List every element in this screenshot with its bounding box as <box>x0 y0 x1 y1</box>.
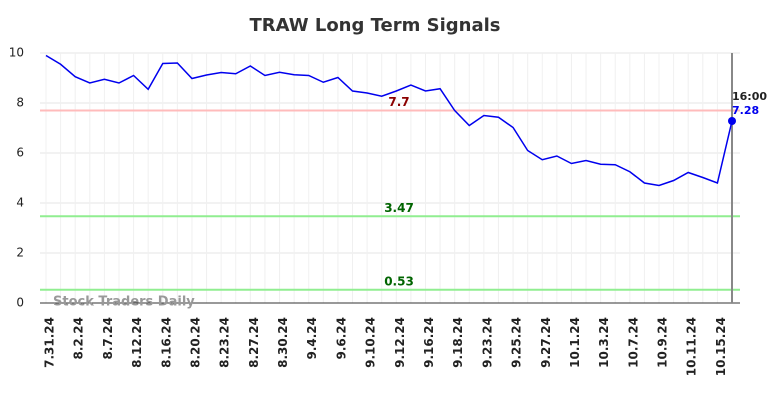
x-tick-label: 9.23.24 <box>480 317 494 368</box>
x-tick-label: 9.27.24 <box>539 317 553 368</box>
x-tick-label: 10.9.24 <box>656 317 670 368</box>
x-tick-label: 10.11.24 <box>685 317 699 376</box>
x-tick-label: 10.3.24 <box>597 317 611 368</box>
chart-title: TRAW Long Term Signals <box>249 15 500 36</box>
x-tick-label: 8.2.24 <box>72 317 86 360</box>
x-tick-label: 8.30.24 <box>276 317 290 368</box>
x-tick-label: 9.10.24 <box>364 317 378 368</box>
x-tick-label: 9.25.24 <box>510 317 524 368</box>
y-tick-label: 8 <box>16 96 24 110</box>
last-value: 7.28 <box>732 104 759 117</box>
signal-label: 7.7 <box>388 95 409 109</box>
x-tick-label: 8.16.24 <box>159 317 173 368</box>
watermark: Stock Traders Daily <box>53 295 195 310</box>
y-tick-label: 4 <box>16 196 24 210</box>
x-tick-label: 9.6.24 <box>334 317 348 360</box>
x-tick-label: 7.31.24 <box>43 317 57 368</box>
y-tick-label: 0 <box>16 296 24 310</box>
x-tick-label: 8.23.24 <box>218 317 232 368</box>
x-tick-label: 10.7.24 <box>626 317 640 368</box>
y-tick-label: 10 <box>9 46 24 60</box>
x-tick-label: 8.27.24 <box>247 317 261 368</box>
y-tick-label: 6 <box>16 146 24 160</box>
x-tick-label: 8.12.24 <box>130 317 144 368</box>
y-tick-label: 2 <box>16 246 24 260</box>
x-tick-label: 9.16.24 <box>422 317 436 368</box>
x-tick-label: 8.20.24 <box>188 317 202 368</box>
x-tick-label: 10.15.24 <box>714 317 728 376</box>
series-line <box>45 54 733 187</box>
signal-label: 0.53 <box>384 274 414 288</box>
x-tick-label: 9.4.24 <box>305 317 319 360</box>
signal-label: 3.47 <box>384 201 414 215</box>
last-point <box>728 117 736 125</box>
x-tick-label: 8.7.24 <box>101 317 115 360</box>
x-tick-label: 9.18.24 <box>451 317 465 368</box>
last-time: 16:00 <box>732 90 767 103</box>
x-tick-label: 9.12.24 <box>393 317 407 368</box>
x-tick-label: 10.1.24 <box>568 317 582 368</box>
